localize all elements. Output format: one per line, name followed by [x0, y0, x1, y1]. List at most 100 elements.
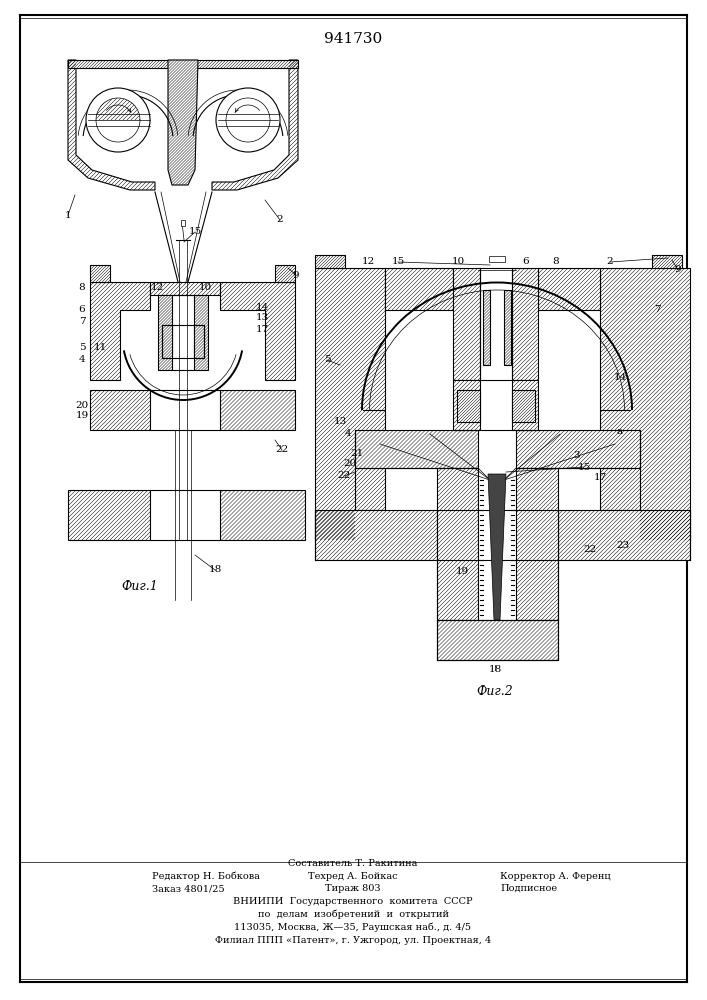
- Text: 7: 7: [78, 318, 86, 326]
- Polygon shape: [315, 268, 385, 540]
- Text: 15: 15: [392, 257, 404, 266]
- Bar: [181, 220, 185, 226]
- Text: Подписное: Подписное: [500, 884, 557, 893]
- Polygon shape: [504, 290, 511, 365]
- Text: Техред А. Бойкас: Техред А. Бойкас: [308, 872, 398, 881]
- Text: 8: 8: [78, 284, 86, 292]
- Text: 9: 9: [293, 270, 299, 279]
- Polygon shape: [220, 390, 295, 430]
- Text: по  делам  изобретений  и  открытий: по делам изобретений и открытий: [257, 910, 448, 919]
- Polygon shape: [437, 620, 558, 660]
- Polygon shape: [168, 60, 198, 185]
- Polygon shape: [600, 268, 690, 540]
- Polygon shape: [558, 510, 690, 560]
- Text: 6: 6: [522, 257, 530, 266]
- Text: 8: 8: [553, 257, 559, 266]
- Polygon shape: [212, 60, 298, 190]
- Text: 20: 20: [76, 400, 88, 410]
- Text: 9: 9: [674, 265, 682, 274]
- Text: 12: 12: [361, 257, 375, 266]
- Text: Составитель Т. Ракитина: Составитель Т. Ракитина: [288, 859, 418, 868]
- Text: 6: 6: [78, 306, 86, 314]
- Polygon shape: [90, 265, 110, 282]
- Text: 5: 5: [324, 356, 330, 364]
- Text: 2: 2: [276, 216, 284, 225]
- Circle shape: [86, 88, 150, 152]
- Polygon shape: [68, 60, 155, 190]
- Text: 11: 11: [93, 344, 107, 353]
- Text: 14: 14: [255, 304, 269, 312]
- Text: 3: 3: [573, 450, 580, 460]
- Text: 941730: 941730: [324, 32, 382, 46]
- Polygon shape: [68, 490, 150, 540]
- Text: 21: 21: [351, 448, 363, 458]
- Text: 10: 10: [199, 282, 211, 292]
- Polygon shape: [220, 490, 305, 540]
- Text: 22: 22: [275, 446, 288, 454]
- Polygon shape: [68, 60, 298, 68]
- Polygon shape: [150, 282, 220, 295]
- Text: Редактор Н. Бобкова: Редактор Н. Бобкова: [152, 871, 260, 881]
- Text: 14: 14: [614, 373, 626, 382]
- Text: 4: 4: [345, 428, 351, 438]
- Text: 17: 17: [593, 474, 607, 483]
- Text: 18: 18: [489, 666, 502, 674]
- Text: 13: 13: [334, 418, 346, 426]
- Text: 18: 18: [209, 566, 221, 574]
- Polygon shape: [512, 390, 535, 422]
- Text: 19: 19: [455, 568, 469, 576]
- Text: 15: 15: [578, 462, 590, 472]
- Polygon shape: [194, 295, 208, 370]
- Text: a: a: [617, 428, 623, 436]
- Bar: [489, 256, 505, 262]
- Polygon shape: [457, 390, 480, 422]
- Polygon shape: [90, 282, 150, 380]
- Polygon shape: [90, 390, 150, 430]
- Text: 19: 19: [76, 410, 88, 420]
- Text: ВНИИПИ  Государственного  комитета  СССР: ВНИИПИ Государственного комитета СССР: [233, 897, 473, 906]
- Text: Фиг.2: Фиг.2: [477, 685, 513, 698]
- Polygon shape: [516, 468, 558, 620]
- Text: 7: 7: [654, 306, 660, 314]
- Circle shape: [226, 98, 270, 142]
- Polygon shape: [483, 290, 490, 365]
- Text: 22: 22: [337, 472, 351, 481]
- Text: Фиг.1: Фиг.1: [122, 580, 158, 593]
- Polygon shape: [512, 380, 538, 430]
- Text: Заказ 4801/25: Заказ 4801/25: [152, 884, 225, 893]
- Text: 22: 22: [583, 546, 597, 554]
- Polygon shape: [162, 325, 172, 358]
- Polygon shape: [437, 468, 478, 620]
- Polygon shape: [275, 265, 295, 282]
- Text: 20: 20: [344, 458, 356, 468]
- Circle shape: [216, 88, 280, 152]
- Polygon shape: [453, 268, 480, 380]
- Polygon shape: [453, 380, 480, 430]
- Text: 13: 13: [255, 314, 269, 322]
- Text: 12: 12: [151, 282, 163, 292]
- Polygon shape: [652, 255, 682, 268]
- Text: Корректор А. Ференц: Корректор А. Ференц: [500, 872, 611, 881]
- Polygon shape: [315, 510, 437, 560]
- Text: Филиал ППП «Патент», г. Ужгород, ул. Проектная, 4: Филиал ППП «Патент», г. Ужгород, ул. Про…: [215, 936, 491, 945]
- Polygon shape: [488, 474, 506, 620]
- Polygon shape: [158, 295, 172, 370]
- Text: 10: 10: [451, 257, 464, 266]
- Polygon shape: [315, 255, 345, 268]
- Polygon shape: [194, 325, 204, 358]
- Polygon shape: [220, 282, 295, 380]
- Polygon shape: [512, 268, 538, 380]
- Text: Тираж 803: Тираж 803: [325, 884, 381, 893]
- Circle shape: [96, 98, 140, 142]
- Text: 17: 17: [255, 326, 269, 334]
- Polygon shape: [355, 430, 478, 468]
- Text: 15: 15: [188, 228, 201, 236]
- Polygon shape: [385, 268, 453, 310]
- Polygon shape: [538, 268, 600, 310]
- Text: 113035, Москва, Ж—35, Раушская наб., д. 4/5: 113035, Москва, Ж—35, Раушская наб., д. …: [235, 922, 472, 932]
- Text: 4: 4: [78, 356, 86, 364]
- Text: 5: 5: [78, 344, 86, 353]
- Text: 23: 23: [617, 540, 630, 550]
- Text: 1: 1: [64, 211, 71, 220]
- Polygon shape: [516, 430, 640, 468]
